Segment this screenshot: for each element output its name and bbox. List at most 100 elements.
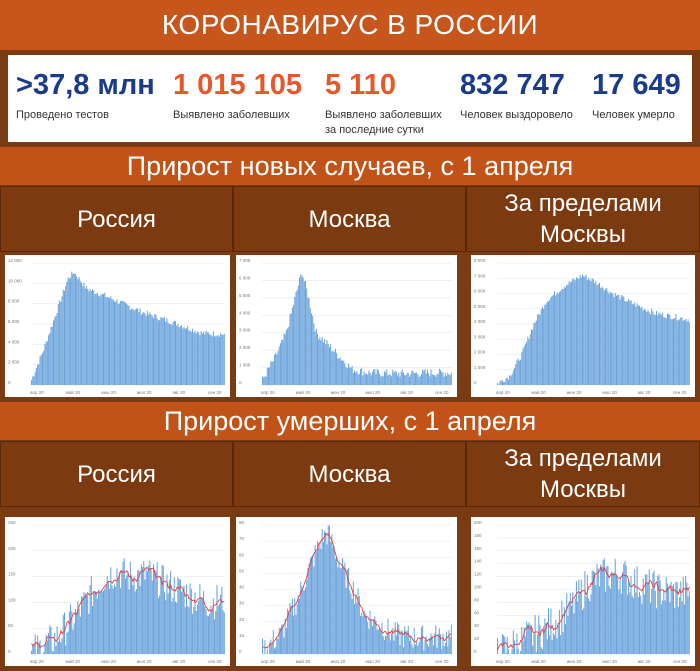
bar <box>674 318 676 385</box>
bar <box>597 568 599 654</box>
bar <box>663 590 665 654</box>
bar <box>345 367 347 385</box>
bar <box>399 645 401 654</box>
bar <box>146 571 148 654</box>
bar <box>301 586 303 654</box>
bar <box>603 558 605 654</box>
bar <box>374 616 376 654</box>
bar <box>530 625 533 654</box>
bar <box>38 364 40 385</box>
bar <box>561 600 563 654</box>
y-tick-label: 6 000 <box>239 275 251 280</box>
bar <box>622 296 624 385</box>
bar <box>143 312 145 385</box>
x-tick-label: сен 20 <box>673 390 687 395</box>
bar <box>443 376 445 385</box>
bar <box>677 320 679 385</box>
bar <box>276 354 278 385</box>
bar <box>342 360 344 385</box>
bar <box>569 593 571 654</box>
bar <box>688 322 690 385</box>
bar <box>67 631 69 654</box>
bar <box>619 577 621 654</box>
bar <box>93 290 95 385</box>
stat-value: 832 747 <box>460 69 565 101</box>
bar <box>403 647 405 654</box>
bar <box>680 317 682 385</box>
bar <box>588 278 590 385</box>
bar <box>167 593 169 654</box>
bar <box>673 583 675 654</box>
bar <box>647 310 649 385</box>
bar <box>131 575 133 654</box>
bar <box>429 376 431 385</box>
bar <box>78 608 80 654</box>
bar <box>137 570 139 654</box>
bar <box>660 604 662 654</box>
bar <box>76 276 78 385</box>
bar <box>435 376 437 385</box>
bar <box>393 640 395 654</box>
bar <box>419 637 421 654</box>
bar <box>117 303 119 385</box>
bar <box>387 375 389 385</box>
bar <box>90 290 92 385</box>
bar <box>425 373 427 385</box>
bar <box>664 317 666 385</box>
bar <box>447 372 449 385</box>
bar <box>33 644 35 654</box>
bar <box>521 352 523 385</box>
bar <box>81 596 83 654</box>
bar <box>132 585 134 654</box>
bar <box>646 574 648 654</box>
y-tick-label: 20 <box>474 636 480 641</box>
bar <box>431 374 433 385</box>
bar <box>339 567 341 654</box>
bar <box>50 327 52 385</box>
x-tick-label: июн 20 <box>567 390 582 395</box>
bar <box>179 579 181 654</box>
bar <box>591 570 593 654</box>
bar <box>440 370 442 385</box>
bar <box>115 302 117 385</box>
bar <box>294 598 296 654</box>
bar <box>618 294 620 385</box>
y-tick-label: 150 <box>8 572 16 577</box>
bar <box>363 610 365 654</box>
bar <box>400 371 402 385</box>
bar <box>383 639 385 654</box>
stat-label: Человек выздоровело <box>460 109 573 121</box>
bar <box>410 636 412 654</box>
bar <box>78 276 80 385</box>
x-tick-label: апр 20 <box>496 659 510 664</box>
bar <box>33 376 35 385</box>
bar <box>188 330 190 385</box>
bar <box>188 607 190 654</box>
bar <box>615 575 617 654</box>
bar <box>511 648 513 654</box>
bar <box>507 649 509 654</box>
bar <box>308 298 310 385</box>
bar <box>129 561 131 654</box>
bar <box>420 627 422 654</box>
bar <box>499 381 501 385</box>
bar <box>31 650 33 654</box>
bar <box>428 373 430 385</box>
trend-line <box>31 567 225 649</box>
bar <box>359 368 362 385</box>
bar <box>142 567 144 654</box>
bar <box>190 589 192 654</box>
bar <box>636 303 638 385</box>
bar <box>181 592 183 654</box>
bar <box>217 605 219 654</box>
bar <box>295 291 297 385</box>
y-tick-label: 40 <box>239 585 245 590</box>
bar <box>116 568 118 654</box>
y-tick-label: 10 <box>239 633 245 638</box>
bar <box>533 323 535 385</box>
bar <box>189 583 191 654</box>
bar <box>540 309 542 385</box>
bar <box>284 618 286 654</box>
bar <box>424 639 426 654</box>
bar <box>648 569 650 654</box>
